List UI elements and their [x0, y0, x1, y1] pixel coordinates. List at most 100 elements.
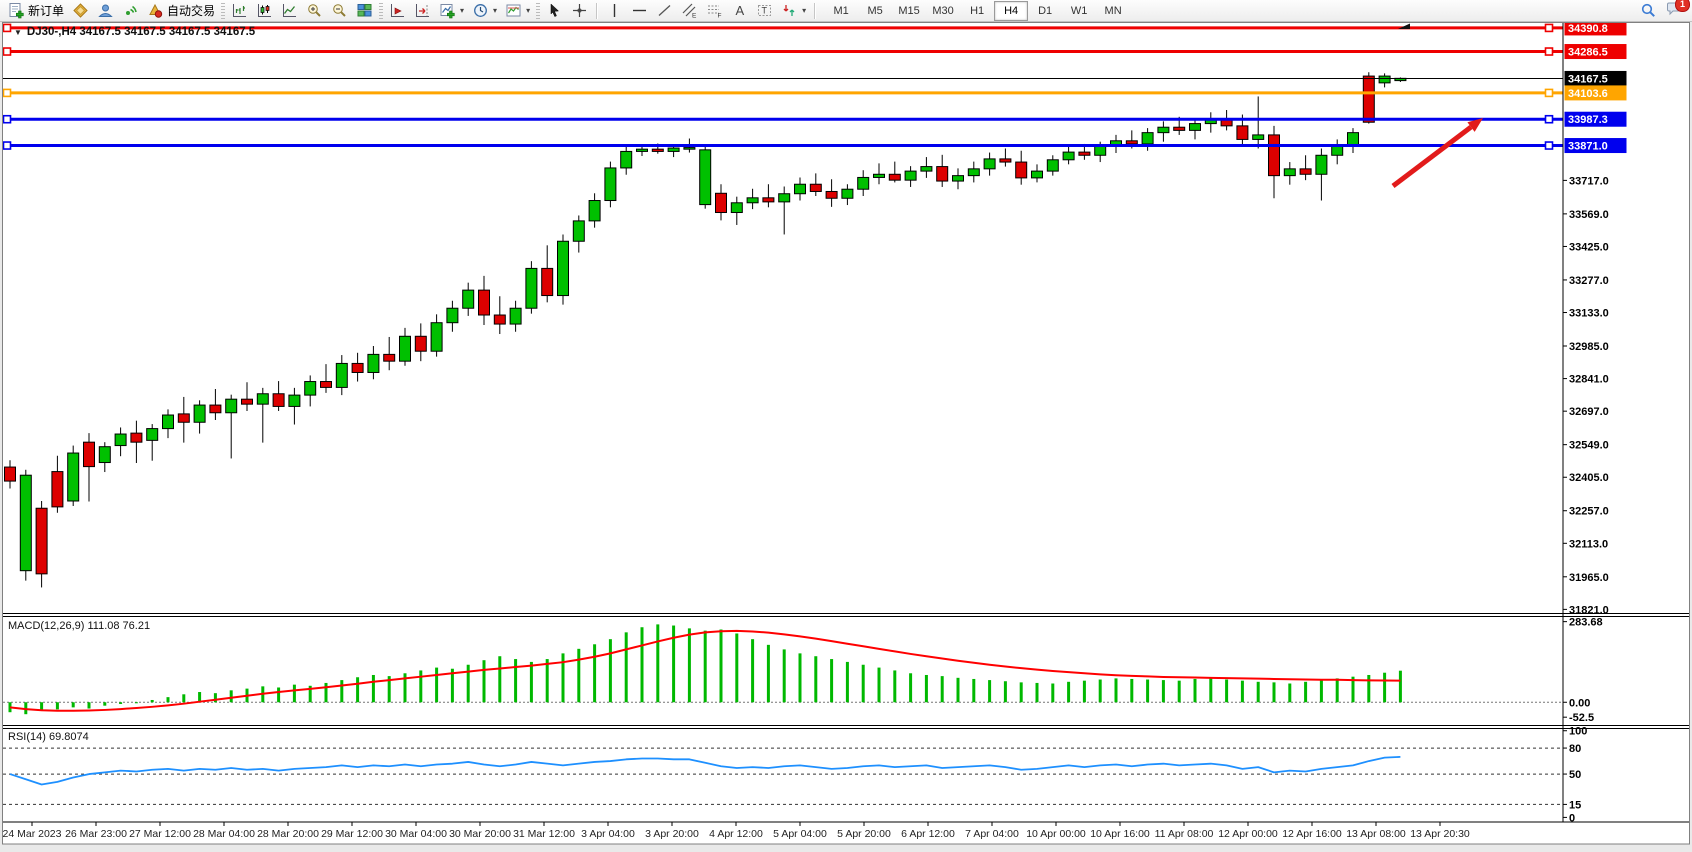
periods-button[interactable]: ▾	[468, 1, 501, 21]
new-order-label: 新订单	[28, 4, 65, 18]
time-axis-label: 30 Mar 04:00	[385, 828, 447, 840]
axis-tick-label: 33569.0	[1569, 209, 1609, 221]
community-button[interactable]	[93, 1, 118, 21]
axis-tick-label: 100	[1569, 726, 1587, 738]
search-button[interactable]	[1636, 1, 1661, 21]
price-badge-label: 34390.8	[1568, 23, 1608, 35]
price-badge-label: 34286.5	[1568, 47, 1608, 59]
axis-tick-label: 32985.0	[1569, 341, 1609, 353]
indicators-button[interactable]: ▾	[435, 1, 468, 21]
line-handle[interactable]	[1544, 47, 1554, 56]
tile-windows-button[interactable]	[352, 1, 377, 21]
equidistant-channel-button[interactable]: E	[677, 1, 702, 21]
line-handle[interactable]	[1544, 88, 1554, 98]
cursor-button[interactable]	[542, 1, 567, 21]
candle-chart-button[interactable]	[252, 1, 277, 21]
vertical-line-icon	[613, 4, 616, 17]
toolbar-grip	[536, 2, 541, 19]
bar-chart-icon	[233, 4, 247, 17]
timeframe-mn-button[interactable]: MN	[1104, 4, 1122, 17]
zoom-in-button[interactable]	[302, 1, 327, 21]
trendline-button[interactable]	[652, 1, 677, 21]
symbol-dropdown-icon[interactable]: ▼	[14, 27, 22, 37]
line-handle[interactable]	[2, 114, 12, 124]
arrow-annotation[interactable]	[1391, 118, 1483, 188]
axis-tick-label: 0.00	[1569, 697, 1590, 709]
vertical-line-button[interactable]	[602, 1, 627, 21]
timeframe-toolbar: M1 M5 M15 M30 H1 H4 D1 W1 MN	[824, 0, 1130, 21]
timeframe-h4-button[interactable]: H4	[994, 0, 1029, 21]
horizontal-line-objects	[2, 23, 1563, 150]
auto-scroll-button[interactable]	[385, 1, 410, 21]
time-axis-label: 28 Mar 04:00	[193, 828, 255, 840]
price-badge	[1564, 85, 1627, 101]
toolbar-grip	[379, 2, 384, 19]
svg-text:F: F	[718, 13, 722, 20]
macd-indicator	[3, 624, 1563, 715]
chart-area[interactable]: 33717.0 33569.0 33425.0 33277.0 33133.0 32985…	[0, 20, 1692, 847]
axis-tick-label: 80	[1569, 743, 1581, 755]
axis-tick-label: -52.5	[1569, 712, 1594, 724]
svg-text:E: E	[692, 13, 697, 20]
current-price-badge	[1564, 70, 1627, 86]
time-axis-label: 31 Mar 12:00	[513, 828, 575, 840]
line-handle[interactable]	[2, 141, 12, 150]
main-toolbar: 新订单 自动交易	[0, 0, 1692, 22]
line-handle[interactable]	[1544, 23, 1554, 33]
time-axis-label: 10 Apr 16:00	[1090, 828, 1150, 840]
price-badges: 34390.8 34286.5 34167.5 34103.6 33987.3 33871…	[1564, 20, 1627, 154]
auto-scroll-icon	[391, 4, 405, 17]
timeframe-d1-button[interactable]: D1	[1038, 4, 1053, 17]
chart-shift-button[interactable]	[410, 1, 435, 21]
price-badge-label: 33871.0	[1568, 141, 1608, 153]
svg-text:A: A	[736, 3, 745, 18]
market-watch-button[interactable]	[68, 1, 93, 21]
algo-trading-button[interactable]: 自动交易	[143, 1, 219, 21]
timeframe-m30-button[interactable]: M30	[932, 4, 954, 17]
notification-badge: 1	[1675, 0, 1690, 12]
time-axis-label: 13 Apr 08:00	[1346, 828, 1406, 840]
line-chart-icon	[283, 4, 297, 17]
arrows-icon	[783, 5, 795, 16]
templates-icon	[506, 4, 521, 17]
line-chart-button[interactable]	[277, 1, 302, 21]
chart-shift-marker[interactable]	[1398, 23, 1410, 30]
toolbar-grip	[221, 2, 226, 19]
line-handle[interactable]	[2, 88, 12, 98]
crosshair-button[interactable]	[567, 1, 592, 21]
toolbar-separator	[814, 2, 817, 19]
axis-tick-label: 31821.0	[1569, 604, 1609, 616]
arrows-button[interactable]: ▾	[777, 1, 810, 21]
line-handle[interactable]	[2, 47, 12, 56]
line-handle[interactable]	[1544, 114, 1554, 124]
fibonacci-button[interactable]: F	[702, 1, 727, 21]
zoom-out-button[interactable]	[327, 1, 352, 21]
axis-tick-label: 33277.0	[1569, 275, 1609, 287]
timeframe-m15-button[interactable]: M15	[898, 4, 920, 17]
timeframe-m5-button[interactable]: M5	[867, 4, 883, 17]
signals-icon	[126, 5, 137, 15]
price-badge	[1564, 44, 1627, 60]
algo-trading-label: 自动交易	[167, 4, 216, 18]
text-label-button[interactable]: T	[752, 1, 777, 21]
price-badge-label: 34103.6	[1568, 88, 1608, 100]
text-button[interactable]: A	[727, 1, 752, 21]
candlestick-series	[4, 72, 1407, 588]
time-axis-label: 3 Apr 04:00	[581, 828, 635, 840]
equidistant-channel-icon: E	[682, 3, 697, 20]
horizontal-line-button[interactable]	[627, 1, 652, 21]
templates-button[interactable]: ▾	[501, 1, 534, 21]
new-order-button[interactable]: 新订单	[4, 1, 68, 21]
timeframe-m1-button[interactable]: M1	[833, 4, 849, 17]
time-axis-label: 30 Mar 20:00	[449, 828, 511, 840]
chart-title-text: DJ30-,H4 34167.5 34167.5 34167.5 34167.5	[26, 26, 256, 38]
line-handle[interactable]	[1544, 141, 1554, 150]
time-axis-label: 24 Mar 2023	[3, 828, 62, 840]
timeframe-w1-button[interactable]: W1	[1070, 4, 1088, 17]
signals-button[interactable]	[118, 1, 143, 21]
line-handle[interactable]	[2, 23, 12, 33]
bar-chart-button[interactable]	[227, 1, 252, 21]
axis-tick-label: 15	[1569, 799, 1581, 811]
timeframe-h1-button[interactable]: H1	[970, 4, 985, 17]
